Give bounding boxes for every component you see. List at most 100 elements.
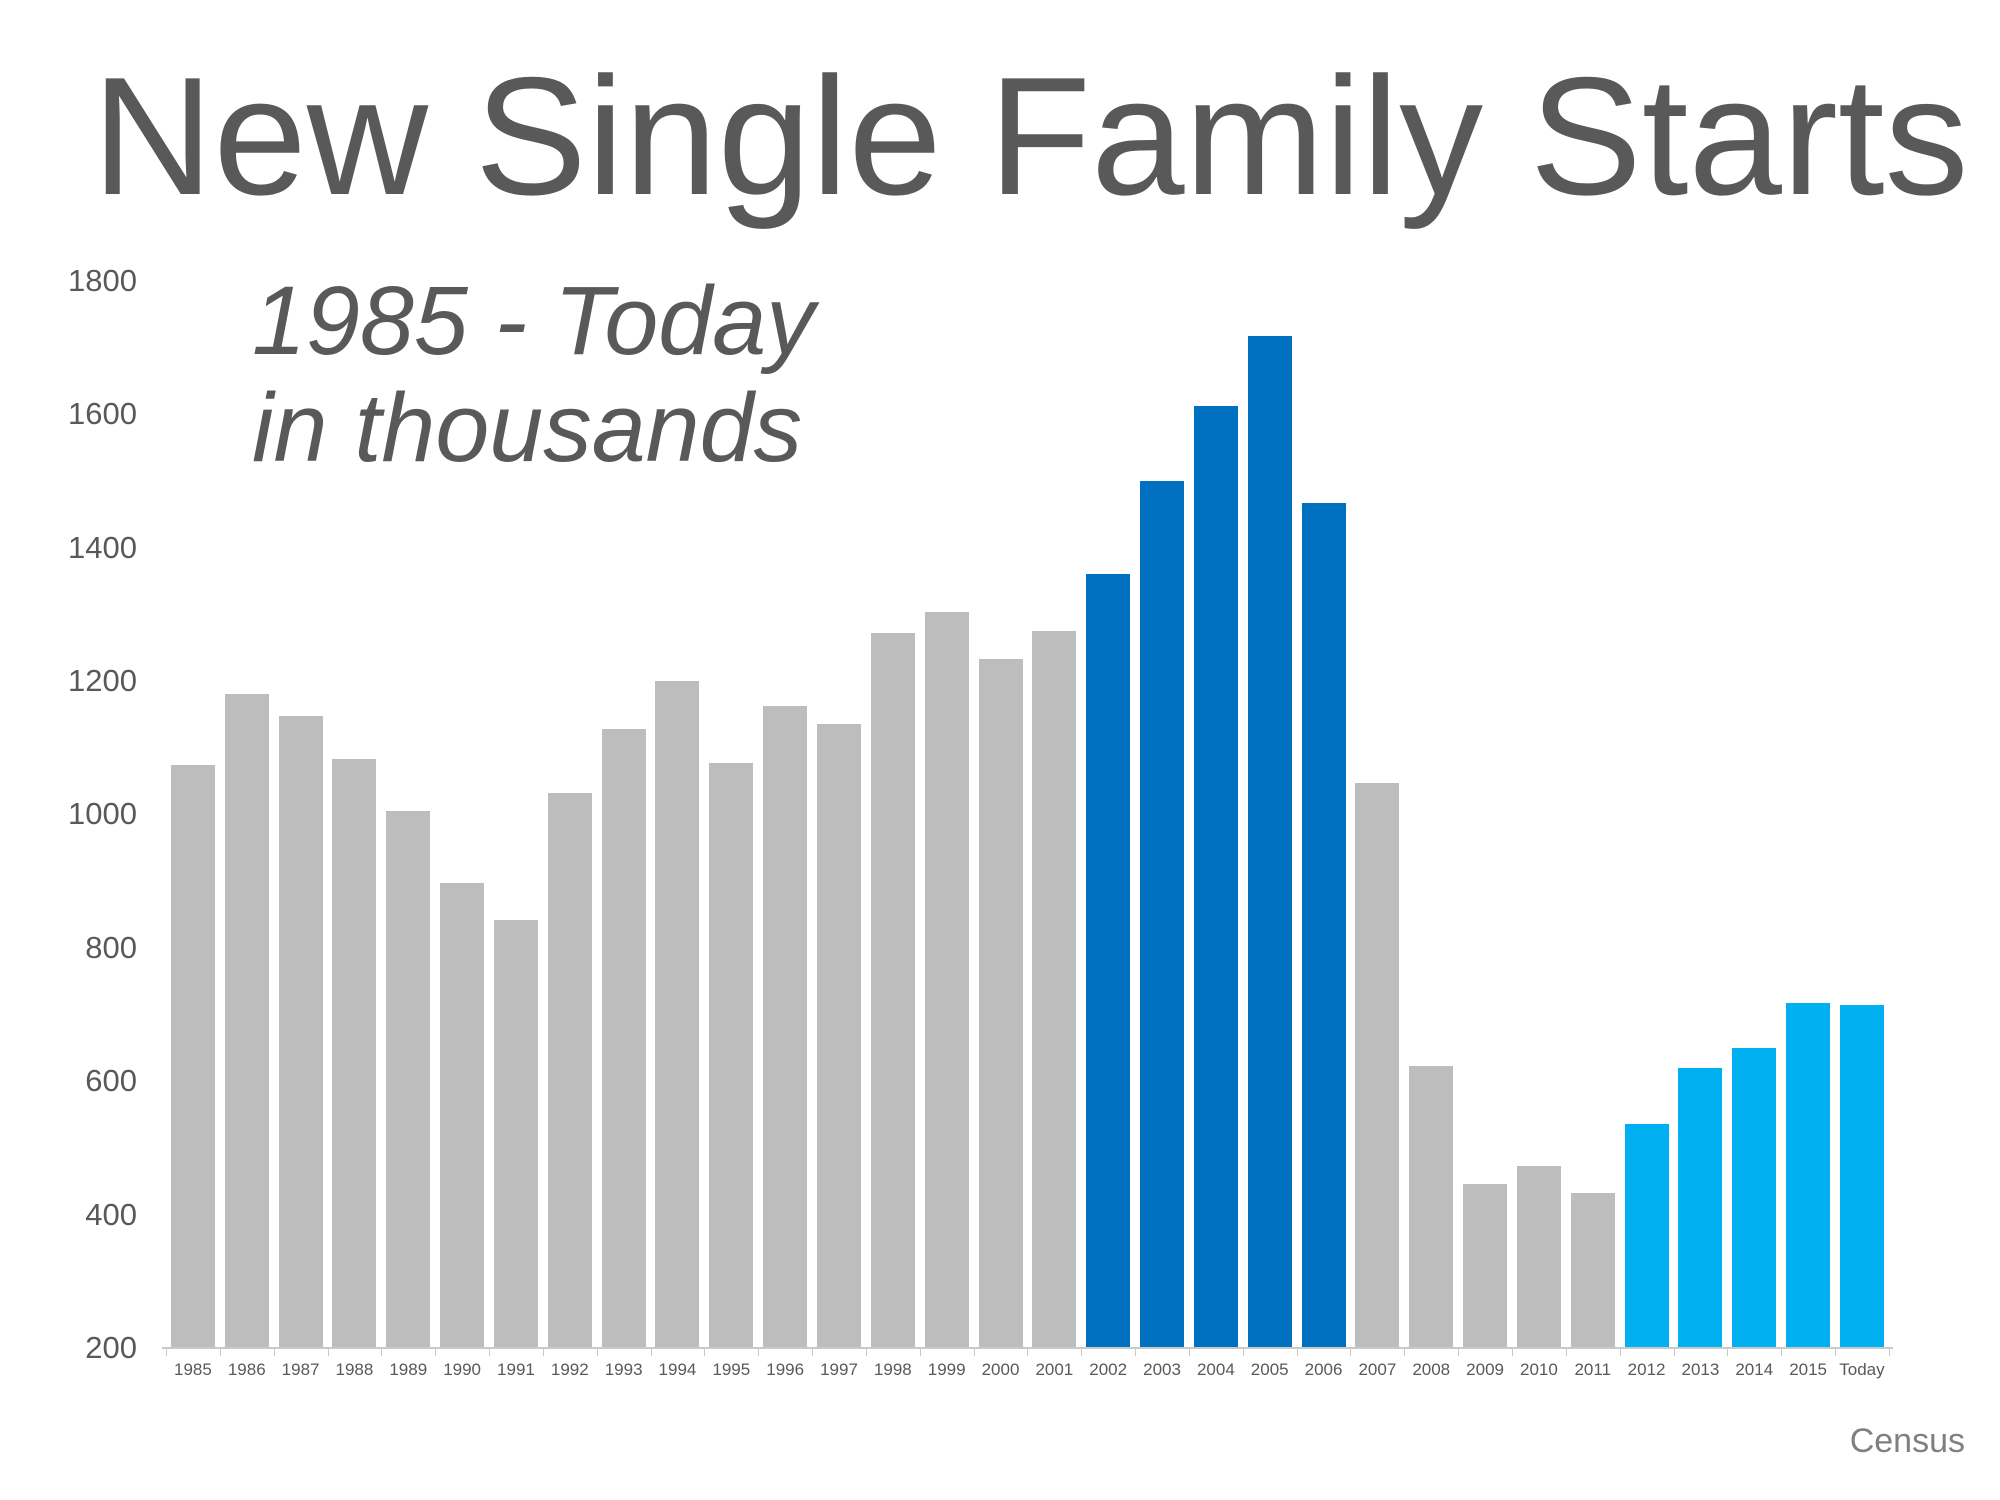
y-axis-label-1200: 1200: [68, 663, 137, 698]
bar-1992: [547, 793, 592, 1347]
axis-tick: [1296, 1347, 1298, 1356]
x-axis-label-2009: 2009: [1466, 1360, 1504, 1379]
x-axis-label-2011: 2011: [1574, 1360, 1612, 1379]
axis-tick: [542, 1347, 544, 1356]
bar-2004: [1193, 405, 1238, 1347]
x-axis-label-2007: 2007: [1358, 1360, 1397, 1379]
x-axis-label-2014: 2014: [1735, 1360, 1774, 1379]
source-label: Census: [1849, 1422, 1965, 1460]
axis-tick: [1188, 1347, 1190, 1356]
axis-tick: [435, 1347, 437, 1356]
axis-tick: [919, 1347, 921, 1356]
bar-1996: [763, 706, 808, 1347]
x-axis-label-1993: 1993: [604, 1360, 643, 1379]
axis-tick: [1619, 1347, 1621, 1356]
bar-1986: [224, 694, 269, 1347]
x-axis-label-2001: 2001: [1035, 1360, 1074, 1379]
axis-tick: [1081, 1347, 1083, 1356]
axis-tick: [1458, 1347, 1460, 1356]
bar-Today: [1839, 1005, 1884, 1347]
axis-tick: [812, 1347, 814, 1356]
x-axis-label-1994: 1994: [658, 1360, 697, 1379]
bar-2012: [1624, 1123, 1669, 1347]
axis-tick: [327, 1347, 329, 1356]
bar-1988: [332, 759, 377, 1347]
bar-2000: [978, 659, 1023, 1347]
axis-tick: [219, 1347, 221, 1356]
axis-tick: [1727, 1347, 1729, 1356]
x-axis-label-2008: 2008: [1412, 1360, 1451, 1379]
bar-2011: [1570, 1192, 1615, 1347]
axis-tick: [1404, 1347, 1406, 1356]
axis-tick: [489, 1347, 491, 1356]
x-axis-label-2012: 2012: [1627, 1360, 1666, 1379]
axis-tick: [273, 1347, 275, 1356]
page-title: New Single Family Starts: [92, 42, 1969, 230]
x-axis-label-2003: 2003: [1143, 1360, 1181, 1379]
bar-2009: [1463, 1183, 1508, 1347]
y-axis-label-600: 600: [85, 1063, 137, 1099]
x-axis-label-1998: 1998: [873, 1360, 912, 1379]
bar-2010: [1516, 1166, 1561, 1347]
axis-tick: [704, 1347, 706, 1356]
bar-2008: [1409, 1065, 1454, 1347]
x-axis-label-2010: 2010: [1519, 1360, 1558, 1379]
bar-2014: [1732, 1048, 1777, 1347]
axis-tick: [1673, 1347, 1675, 1356]
subtitle-line-2: in thousands: [252, 372, 803, 482]
x-axis-label-2015: 2015: [1789, 1360, 1828, 1379]
bar-1998: [870, 632, 915, 1347]
subtitle-line-1: 1985 - Today: [252, 266, 815, 375]
x-axis-label-1995: 1995: [712, 1360, 751, 1379]
axis-tick: [1512, 1347, 1513, 1356]
y-axis-label-1600: 1600: [68, 396, 137, 432]
x-axis-label-2000: 2000: [981, 1360, 1020, 1379]
bar-2003: [1140, 480, 1185, 1347]
axis-tick: [166, 1347, 167, 1356]
axis-tick: [1565, 1347, 1567, 1356]
x-axis-label-Today: Today: [1839, 1360, 1885, 1379]
x-axis-label-1997: 1997: [820, 1360, 858, 1379]
y-axis-label-1800: 1800: [68, 262, 137, 298]
bar-1995: [709, 762, 754, 1347]
bar-1987: [278, 716, 323, 1347]
x-axis-label-1985: 1985: [173, 1360, 212, 1379]
axis-tick: [1835, 1347, 1837, 1356]
y-axis-label-400: 400: [85, 1196, 137, 1232]
x-axis-label-1989: 1989: [389, 1360, 428, 1379]
bar-1997: [817, 724, 861, 1347]
bar-1989: [386, 811, 431, 1347]
x-axis-label-1986: 1986: [227, 1360, 266, 1379]
y-axis-label-200: 200: [85, 1330, 137, 1365]
bar-2001: [1032, 631, 1077, 1347]
x-axis-label-2006: 2006: [1304, 1360, 1343, 1379]
x-axis-label-1991: 1991: [497, 1360, 535, 1379]
bar-1990: [440, 883, 485, 1347]
bar-2013: [1678, 1068, 1723, 1347]
bar-2007: [1355, 782, 1400, 1347]
chart-subtitle: 1985 - Today in thousands: [252, 266, 815, 482]
x-axis-label-2004: 2004: [1196, 1360, 1235, 1379]
bar-1994: [655, 681, 700, 1347]
bar-1991: [493, 920, 538, 1347]
bar-1999: [924, 611, 969, 1347]
axis-tick: [1135, 1347, 1137, 1356]
x-axis-label-1999: 1999: [927, 1360, 966, 1379]
axis-tick: [1242, 1347, 1244, 1356]
x-axis-label-2002: 2002: [1089, 1360, 1128, 1379]
axis-tick: [758, 1347, 760, 1356]
x-axis-label-1987: 1987: [281, 1360, 320, 1379]
bar-1993: [601, 729, 646, 1347]
x-axis-label-1990: 1990: [443, 1360, 482, 1379]
y-axis-label-1000: 1000: [68, 796, 137, 832]
bar-2015: [1786, 1003, 1831, 1347]
axis-tick: [1781, 1347, 1783, 1356]
axis-tick: [973, 1347, 975, 1356]
bar-2002: [1086, 573, 1131, 1347]
axis-tick: [1888, 1347, 1890, 1356]
axis-tick: [1027, 1347, 1029, 1356]
x-axis-label-2005: 2005: [1250, 1360, 1289, 1379]
y-axis-label-1400: 1400: [68, 529, 137, 565]
bar-1985: [170, 765, 215, 1347]
